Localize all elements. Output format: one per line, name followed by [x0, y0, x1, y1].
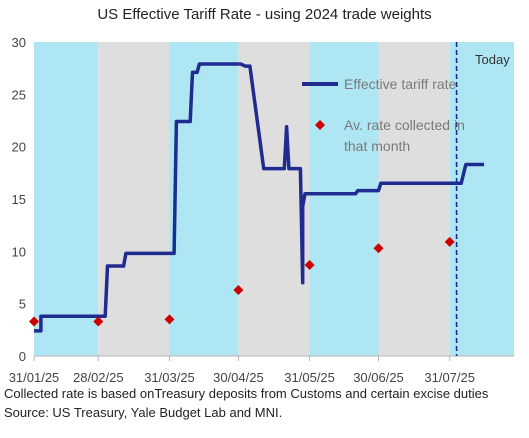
x-tick-label: 30/06/25 [353, 370, 404, 385]
effective-tariff-line-group [34, 62, 485, 333]
y-tick-label: 0 [19, 349, 26, 364]
legend: Effective tariff rate Av. rate collected… [302, 76, 465, 154]
collected-rate-point [304, 259, 315, 270]
collected-rate-point [233, 285, 244, 296]
band-0 [34, 42, 99, 356]
footnote-collected-rate: Collected rate is based onTreasury depos… [4, 386, 489, 401]
band-6 [449, 42, 514, 356]
band-4 [309, 42, 379, 356]
legend-marker-label-line1: Av. rate collected in [344, 117, 465, 133]
y-tick-label: 20 [12, 140, 26, 155]
x-tick-label: 31/01/25 [9, 370, 60, 385]
legend-line-label: Effective tariff rate [344, 76, 457, 92]
axes: 0 5 10 15 20 25 30 31/01/25 28/02/25 31/03/25 30/0… [9, 35, 514, 385]
legend-diamond-swatch [315, 120, 325, 130]
y-tick-label: 5 [19, 297, 26, 312]
collected-rate-point [444, 236, 455, 247]
x-tick-label: 31/03/25 [144, 370, 195, 385]
x-tick-label: 30/04/25 [213, 370, 264, 385]
band-5 [378, 42, 450, 356]
background-bands [34, 42, 514, 356]
y-tick-label: 15 [12, 192, 26, 207]
band-1 [98, 42, 170, 356]
x-tick-label: 31/05/25 [284, 370, 335, 385]
y-tick-label: 30 [12, 35, 26, 50]
collected-rate-markers [29, 236, 455, 327]
y-tick-label: 10 [12, 244, 26, 259]
collected-rate-point [29, 316, 39, 327]
y-tick-label: 25 [12, 87, 26, 102]
legend-marker-label-line2: that month [344, 138, 410, 154]
band-3 [238, 42, 310, 356]
collected-rate-point [164, 314, 175, 325]
today-label: Today [475, 52, 510, 67]
x-tick-label: 28/02/25 [73, 370, 124, 385]
chart-title: US Effective Tariff Rate - using 2024 tr… [97, 6, 432, 23]
collected-rate-point [93, 316, 104, 327]
band-2 [169, 42, 239, 356]
collected-rate-point [373, 243, 384, 254]
x-tick-label: 31/07/25 [424, 370, 475, 385]
effective-tariff-line [34, 62, 485, 333]
footnote-source: Source: US Treasury, Yale Budget Lab and… [4, 405, 283, 420]
